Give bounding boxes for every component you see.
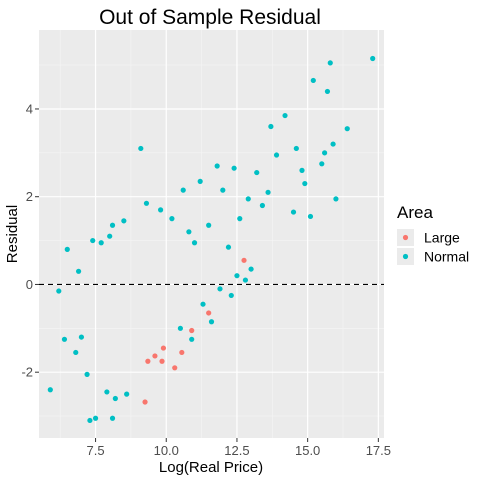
- data-point-normal: [214, 163, 220, 169]
- data-point-normal: [322, 150, 328, 156]
- data-point-normal: [189, 336, 195, 342]
- data-points: [47, 55, 376, 424]
- data-point-large: [159, 358, 165, 364]
- data-point-normal: [327, 60, 333, 66]
- legend-label-normal: Normal: [424, 249, 469, 265]
- legend-label-large: Large: [424, 230, 460, 246]
- data-point-normal: [169, 216, 175, 222]
- data-point-large: [241, 257, 247, 263]
- data-point-normal: [302, 180, 308, 187]
- data-point-normal: [157, 207, 164, 213]
- y-tick-label: 0: [26, 277, 33, 292]
- data-point-large: [142, 399, 148, 405]
- data-point-normal: [330, 141, 336, 147]
- data-point-normal: [84, 371, 90, 377]
- data-point-normal: [206, 222, 212, 228]
- data-point-normal: [107, 233, 113, 239]
- data-point-normal: [64, 246, 70, 252]
- data-point-normal: [177, 325, 183, 331]
- plot-panel: [39, 30, 384, 438]
- data-point-normal: [90, 237, 96, 244]
- legend-swatch-normal: [402, 253, 409, 260]
- data-point-normal: [265, 189, 271, 195]
- data-point-normal: [87, 417, 93, 424]
- data-point-normal: [370, 55, 376, 62]
- data-point-normal: [61, 336, 68, 342]
- data-point-normal: [259, 202, 266, 209]
- data-point-normal: [121, 218, 127, 224]
- data-point-normal: [143, 200, 150, 206]
- data-point-normal: [282, 112, 288, 119]
- data-point-normal: [293, 145, 299, 152]
- data-point-normal: [78, 334, 85, 340]
- data-point-large: [179, 349, 185, 356]
- data-point-normal: [92, 415, 99, 421]
- data-point-normal: [109, 415, 116, 421]
- data-point-large: [172, 365, 178, 371]
- data-point-normal: [234, 273, 240, 279]
- data-point-normal: [248, 266, 254, 272]
- x-tick-label: 15.0: [295, 443, 320, 458]
- data-point-normal: [231, 165, 237, 171]
- data-point-normal: [307, 213, 314, 220]
- data-point-normal: [104, 389, 110, 395]
- chart-title: Out of Sample Residual: [99, 6, 321, 29]
- data-point-normal: [273, 152, 280, 158]
- x-tick-label: 7.5: [87, 443, 105, 458]
- data-point-normal: [220, 187, 226, 193]
- x-axis-title: Log(Real Price): [159, 459, 263, 476]
- data-point-normal: [344, 126, 350, 132]
- x-tick-label: 12.5: [224, 443, 249, 458]
- y-tick-label: 2: [26, 189, 33, 204]
- data-point-large: [160, 345, 167, 351]
- y-tick-label: -2: [21, 365, 33, 380]
- data-point-normal: [180, 187, 186, 193]
- data-point-normal: [138, 145, 144, 152]
- legend-swatch-large: [402, 234, 409, 241]
- data-point-normal: [73, 349, 79, 356]
- x-tick-label: 17.5: [366, 443, 391, 458]
- data-point-normal: [200, 301, 206, 307]
- data-point-normal: [268, 123, 274, 130]
- data-point-normal: [254, 169, 260, 176]
- data-point-normal: [124, 391, 130, 397]
- data-point-normal: [109, 222, 116, 228]
- data-point-normal: [319, 161, 325, 167]
- data-point-large: [189, 327, 195, 334]
- data-point-normal: [228, 292, 234, 299]
- data-point-normal: [290, 209, 297, 215]
- data-point-normal: [112, 395, 118, 402]
- y-tick-label: 4: [26, 101, 33, 116]
- data-point-normal: [299, 167, 305, 173]
- data-point-normal: [217, 286, 223, 292]
- data-point-normal: [75, 268, 82, 274]
- data-point-normal: [242, 277, 249, 283]
- data-point-normal: [225, 244, 232, 250]
- data-point-normal: [191, 240, 198, 246]
- legend: Area Large Normal: [397, 203, 469, 265]
- data-point-normal: [98, 240, 104, 246]
- data-point-large: [206, 310, 212, 316]
- data-point-normal: [186, 229, 192, 235]
- data-point-normal: [47, 387, 53, 393]
- data-point-normal: [333, 196, 339, 202]
- legend-title: Area: [397, 203, 433, 222]
- data-point-normal: [56, 288, 62, 294]
- axis-ticks: 7.5 10.0 12.5 15.0 17.5 -2 0 2 4: [21, 101, 391, 458]
- data-point-normal: [237, 216, 243, 222]
- y-axis-title: Residual: [4, 205, 21, 263]
- data-point-normal: [310, 77, 316, 84]
- x-tick-label: 10.0: [154, 443, 179, 458]
- data-point-normal: [197, 178, 203, 184]
- data-point-large: [145, 358, 151, 364]
- data-point-normal: [208, 319, 215, 325]
- data-point-normal: [245, 196, 251, 202]
- data-point-large: [152, 353, 158, 359]
- data-point-normal: [324, 88, 331, 95]
